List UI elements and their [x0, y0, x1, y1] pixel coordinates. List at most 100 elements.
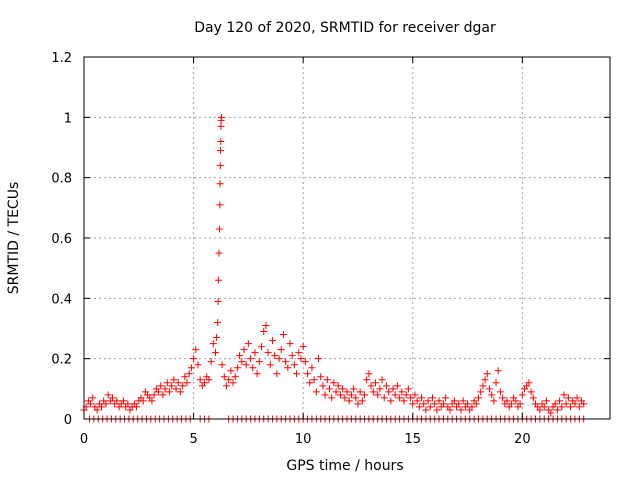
data-point	[485, 385, 493, 393]
grid-lines	[84, 57, 610, 419]
data-point	[108, 394, 116, 402]
data-point	[551, 400, 559, 408]
data-point	[227, 367, 235, 375]
y-tick-label: 0.2	[51, 353, 72, 368]
data-point	[573, 394, 581, 402]
data-point	[413, 397, 421, 405]
data-point	[418, 394, 426, 402]
data-point	[233, 364, 241, 372]
data-point	[385, 388, 393, 396]
data-point	[439, 400, 447, 408]
data-point	[352, 394, 360, 402]
data-point	[527, 388, 535, 396]
data-point	[215, 249, 223, 257]
data-point	[407, 394, 415, 402]
data-point	[562, 400, 570, 408]
data-point	[345, 397, 353, 405]
data-point	[217, 122, 225, 130]
data-point	[288, 352, 296, 360]
tick-labels: 0 0.2 0.4 0.6 0.8 1 1.2 0 5 10 15 20	[51, 51, 530, 447]
y-tick-label: 1	[64, 111, 72, 126]
data-point	[356, 388, 364, 396]
data-point	[328, 394, 336, 402]
x-axis-title: GPS time / hours	[286, 458, 403, 474]
data-point	[98, 403, 106, 411]
x-tick-label: 10	[295, 432, 312, 447]
data-point	[426, 403, 434, 411]
data-point	[398, 388, 406, 396]
data-point	[242, 361, 250, 369]
data-point	[336, 391, 344, 399]
data-point	[422, 406, 430, 414]
data-point	[483, 370, 491, 378]
data-point	[286, 340, 294, 348]
y-tick-label: 1.2	[51, 51, 72, 66]
data-point	[507, 400, 515, 408]
data-point	[380, 394, 388, 402]
data-point	[512, 397, 520, 405]
data-point	[580, 400, 588, 408]
data-point	[358, 397, 366, 405]
data-point	[236, 352, 244, 360]
data-point	[174, 379, 182, 387]
data-point	[304, 370, 312, 378]
data-point	[225, 376, 233, 384]
data-point	[396, 394, 404, 402]
data-point	[271, 352, 279, 360]
data-point	[290, 361, 298, 369]
data-point	[260, 328, 268, 336]
data-point	[330, 379, 338, 387]
data-point	[220, 373, 228, 381]
data-point	[215, 225, 223, 233]
data-point	[389, 385, 397, 393]
data-point	[282, 358, 290, 366]
data-point	[518, 391, 526, 399]
data-point	[391, 391, 399, 399]
data-point	[238, 358, 246, 366]
data-point	[431, 400, 439, 408]
data-point	[503, 397, 511, 405]
data-point	[409, 400, 417, 408]
data-point	[306, 379, 314, 387]
data-point	[516, 400, 524, 408]
data-point	[253, 370, 261, 378]
y-tick-label: 0.6	[51, 232, 72, 247]
data-point	[567, 403, 575, 411]
data-point	[558, 403, 566, 411]
data-point	[496, 388, 504, 396]
data-point	[365, 370, 373, 378]
data-point	[168, 382, 176, 390]
data-points	[80, 113, 588, 423]
data-point	[255, 358, 263, 366]
data-point	[312, 388, 320, 396]
data-point	[216, 201, 224, 209]
axis-ticks	[83, 56, 610, 420]
data-point	[435, 397, 443, 405]
data-point	[214, 318, 222, 326]
data-point	[560, 391, 568, 399]
data-point	[102, 400, 110, 408]
data-point	[450, 397, 458, 405]
data-point	[161, 385, 169, 393]
data-point	[284, 364, 292, 372]
data-point	[525, 379, 533, 387]
data-point	[459, 397, 467, 405]
data-point	[575, 403, 583, 411]
data-point	[172, 385, 180, 393]
data-point	[187, 364, 195, 372]
data-point	[354, 400, 362, 408]
data-point	[277, 346, 285, 354]
data-point	[150, 391, 158, 399]
data-point	[378, 376, 386, 384]
data-point	[183, 379, 191, 387]
data-point	[266, 361, 274, 369]
data-point	[89, 394, 97, 402]
data-point	[209, 340, 217, 348]
data-point	[393, 382, 401, 390]
data-point	[157, 382, 165, 390]
data-point	[424, 397, 432, 405]
y-tick-label: 0.8	[51, 172, 72, 187]
data-point	[325, 385, 333, 393]
data-point	[258, 343, 266, 351]
data-point	[212, 349, 219, 357]
